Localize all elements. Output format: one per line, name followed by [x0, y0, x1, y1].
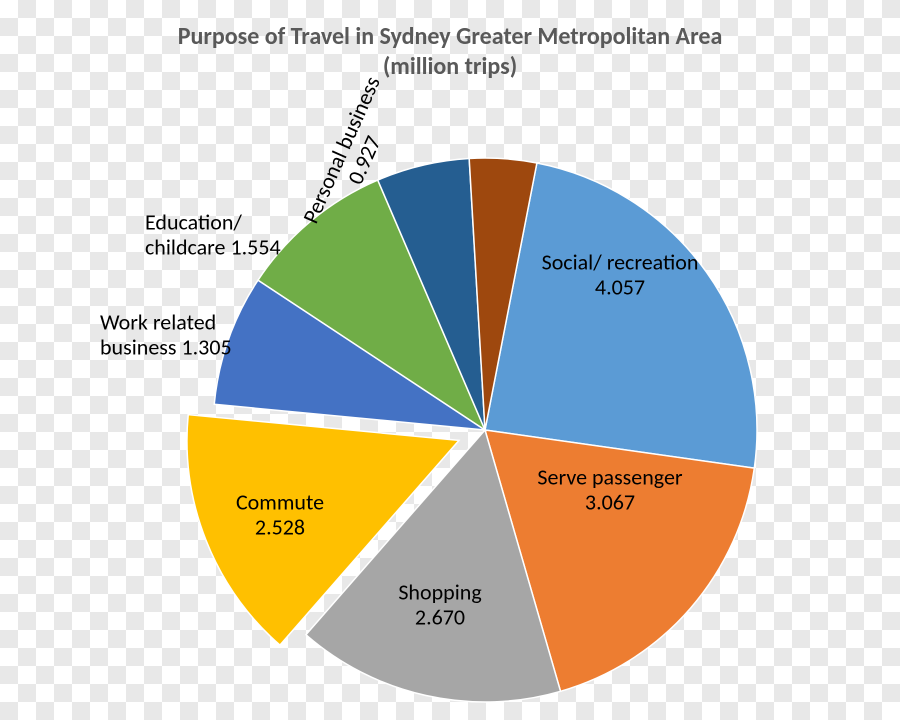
chart-stage: Purpose of Travel in Sydney Greater Metr… [0, 0, 900, 720]
slice-label: Education/ childcare 1.554 [145, 210, 281, 261]
slice-label: Serve passenger 3.067 [537, 465, 682, 516]
slice-label: Shopping 2.670 [398, 580, 481, 631]
slice-label: Commute 2.528 [236, 490, 324, 541]
slice-label: Work related business 1.305 [100, 310, 232, 361]
slice-label: Social/ recreation 4.057 [542, 250, 699, 301]
